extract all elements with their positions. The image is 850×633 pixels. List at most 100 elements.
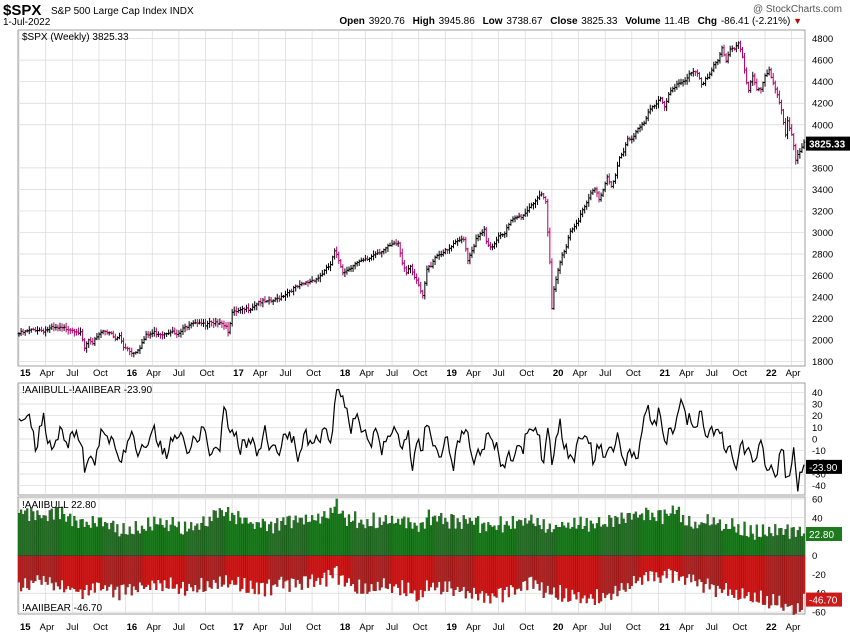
bear-bar <box>347 555 351 579</box>
bear-bar <box>93 555 96 593</box>
bear-bar <box>360 555 363 594</box>
bear-bar <box>423 555 426 592</box>
bull-bar <box>280 520 283 556</box>
bull-bar <box>130 533 133 556</box>
bear-bar <box>356 555 359 594</box>
bear-bar <box>585 555 588 604</box>
bear-bar <box>626 555 629 584</box>
bear-bar <box>663 555 666 571</box>
bull-bar <box>765 536 769 556</box>
bear-bar <box>120 555 123 586</box>
bear-bar <box>747 555 750 593</box>
bull-bar <box>132 534 135 556</box>
x-tick-label: Apr <box>466 622 481 633</box>
bull-bar <box>89 527 92 556</box>
bear-bar <box>235 555 238 585</box>
bull-bar <box>556 527 560 556</box>
x-tick-label: 15 <box>20 622 31 633</box>
bear-bar <box>630 555 633 586</box>
bear-bar <box>239 555 242 592</box>
bear-bar <box>583 555 586 596</box>
bear-bar <box>288 555 291 592</box>
bear-bar <box>513 555 517 595</box>
bear-bar <box>372 555 375 591</box>
bull-bar <box>354 511 357 556</box>
bear-bar <box>151 555 154 581</box>
bull-bar <box>483 522 486 556</box>
bull-bar <box>790 527 793 556</box>
x-tick-label: Oct <box>732 368 747 379</box>
panel-frame-0 <box>17 29 806 367</box>
bull-bar <box>477 516 480 556</box>
bear-bar <box>657 555 660 578</box>
y-tick-label: -10 <box>812 446 826 457</box>
x-tick-label: Jul <box>173 368 185 379</box>
bear-bar <box>714 555 717 598</box>
bull-bar <box>345 525 349 556</box>
bull-bar <box>784 529 787 556</box>
bull-bar <box>792 527 795 556</box>
bear-bar <box>540 555 543 583</box>
bull-bar <box>499 516 502 556</box>
bull-bar <box>511 516 515 556</box>
bull-bar <box>188 528 191 556</box>
bull-bar <box>284 525 287 556</box>
bear-bar <box>114 555 117 590</box>
bear-bar <box>149 555 152 591</box>
bear-bar <box>456 555 459 587</box>
bull-bar <box>265 531 269 556</box>
bull-bar <box>151 530 154 556</box>
bear-bar <box>647 555 650 582</box>
bull-bar <box>245 517 248 556</box>
bull-bar <box>390 515 394 556</box>
bull-bar <box>333 506 336 556</box>
bear-bar <box>202 555 205 592</box>
bear-bar <box>190 555 193 588</box>
bull-bar <box>686 525 689 556</box>
bull-bar <box>684 525 687 556</box>
bull-bar <box>159 518 162 556</box>
x-tick-label: Oct <box>93 368 108 379</box>
bull-bar <box>81 519 84 556</box>
bear-bar <box>214 555 217 583</box>
symbol-title: $SPX <box>3 2 42 19</box>
bear-bar <box>702 555 705 593</box>
bull-bar <box>134 521 137 556</box>
bear-bar <box>735 555 738 590</box>
bear-bar <box>454 555 457 590</box>
bear-bar <box>397 555 400 588</box>
bull-bar <box>149 526 152 556</box>
bull-bar <box>655 521 658 556</box>
bull-bar <box>708 525 711 556</box>
bull-bar <box>528 520 531 556</box>
bull-bar <box>278 530 281 556</box>
bear-bar <box>302 555 306 577</box>
bear-bar <box>436 555 439 588</box>
bear-bar <box>17 555 21 583</box>
bear-bar <box>185 555 189 592</box>
bear-bar <box>36 555 39 576</box>
bull-bar <box>745 535 748 556</box>
bear-bar <box>464 555 467 599</box>
x-tick-label: Jul <box>173 622 185 633</box>
bear-bar <box>231 555 234 581</box>
bull-bar <box>335 498 338 556</box>
x-tick-label: Apr <box>573 368 588 379</box>
bear-bar <box>790 555 793 606</box>
bull-bar <box>157 524 160 556</box>
bull-bar <box>34 520 37 556</box>
bull-bar <box>52 519 55 556</box>
bull-bar <box>444 517 447 556</box>
bull-bar <box>722 528 726 556</box>
bear-bar <box>770 555 773 606</box>
bear-bar <box>440 555 443 595</box>
bull-bar <box>493 525 496 556</box>
bull-bar <box>487 522 490 556</box>
bear-bar <box>493 555 496 597</box>
bear-bar <box>65 555 68 590</box>
bear-bar <box>796 555 799 604</box>
x-tick-label: Jul <box>706 622 718 633</box>
bear-bar <box>505 555 508 587</box>
bull-bar <box>440 513 443 556</box>
bear-bar <box>698 555 701 580</box>
